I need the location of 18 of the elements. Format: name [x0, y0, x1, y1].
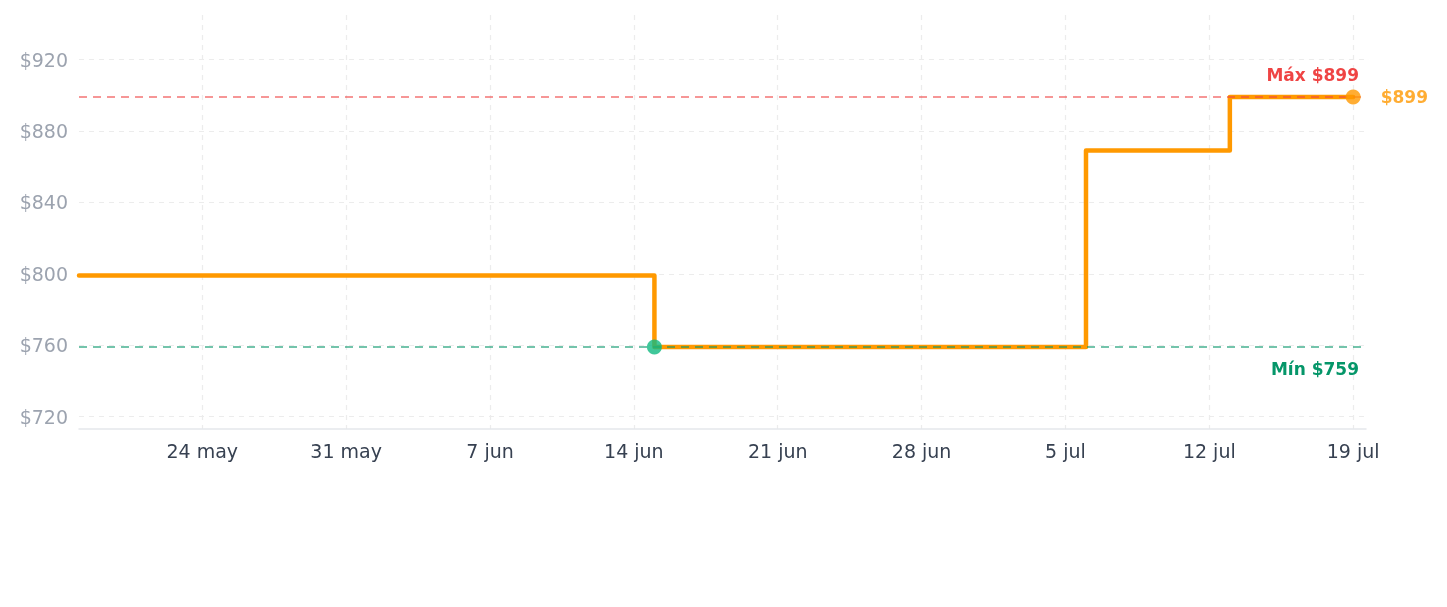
- ref-line-label: Máx $899: [1266, 64, 1359, 85]
- x-tick-label: 28 jun: [891, 439, 952, 462]
- x-tick-label: 24 may: [166, 439, 239, 462]
- y-tick-label: $800: [19, 262, 68, 285]
- x-tick-label: 12 jul: [1182, 439, 1236, 462]
- y-tick-label: $720: [19, 405, 68, 428]
- x-tick-label: 14 jun: [604, 439, 664, 462]
- x-tick-label: 19 jul: [1326, 439, 1380, 462]
- y-tick-label: $760: [19, 334, 68, 357]
- y-tick-label: $880: [19, 119, 68, 142]
- y-tick-label: $840: [19, 191, 68, 214]
- x-tick-label: 21 jun: [747, 439, 808, 462]
- x-tick-label: 5 jul: [1045, 439, 1086, 462]
- data-label: $899: [1380, 87, 1428, 108]
- y-tick-label: $920: [19, 48, 68, 71]
- ref-line-label: Mín $759: [1270, 359, 1359, 380]
- x-tick-label: 31 may: [310, 439, 382, 462]
- x-tick-label: 7 jun: [466, 439, 514, 462]
